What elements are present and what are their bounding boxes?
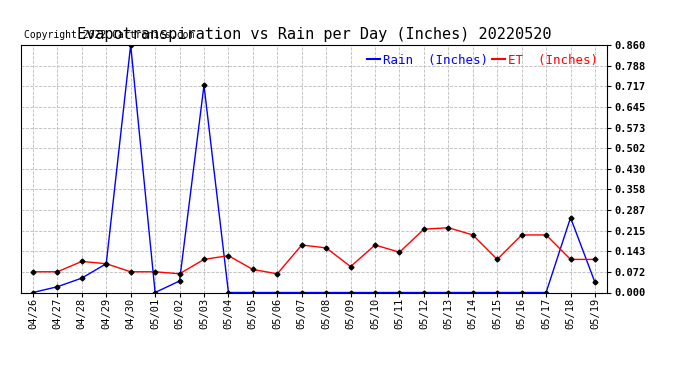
Text: Copyright 2022 Cartronics.com: Copyright 2022 Cartronics.com	[23, 30, 194, 40]
Legend: Rain  (Inches), ET  (Inches): Rain (Inches), ET (Inches)	[365, 51, 601, 69]
Title: Evapotranspiration vs Rain per Day (Inches) 20220520: Evapotranspiration vs Rain per Day (Inch…	[77, 27, 551, 42]
